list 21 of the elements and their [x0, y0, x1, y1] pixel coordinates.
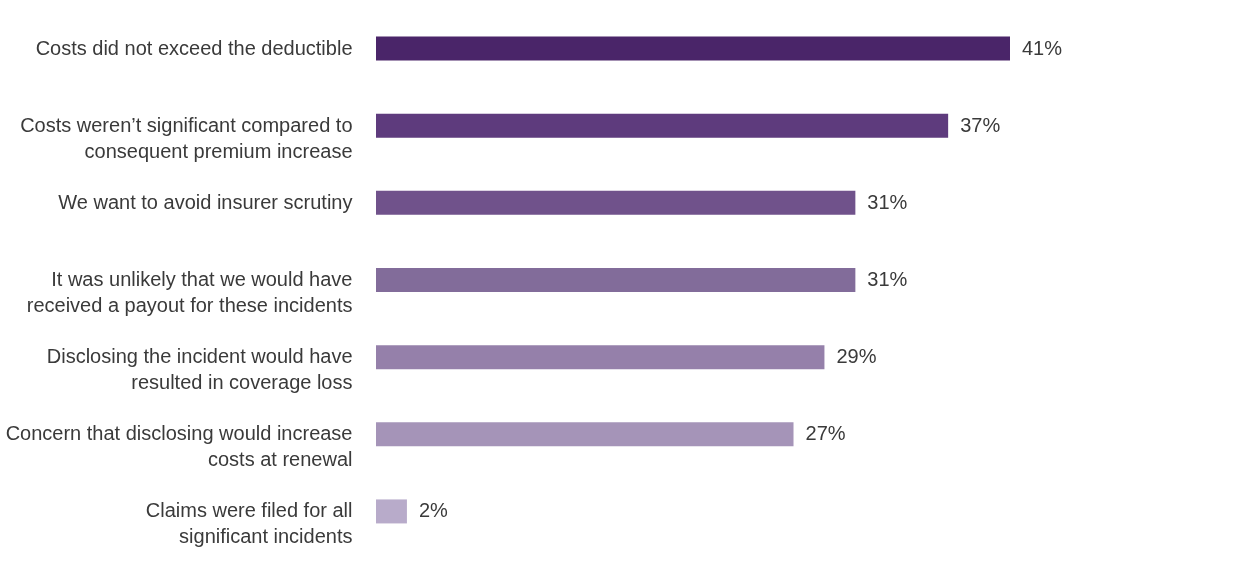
- data-label: 29%: [836, 345, 877, 368]
- y-tick-label: Claims were filed for all significant incidents: [145, 499, 353, 548]
- bar: [376, 36, 1010, 61]
- y-tick-label: We want to avoid insurer scrutiny: [58, 190, 353, 213]
- y-tick-label: Disclosing the incident would have resulted in coverage loss: [46, 345, 353, 394]
- data-label: 31%: [867, 268, 908, 290]
- bar: [376, 422, 794, 447]
- y-tick-label: Costs weren’t significant compared to consequent premium increase: [20, 113, 353, 162]
- y-tick-label: Costs did not exceed the deductible: [35, 36, 353, 59]
- bar: [376, 190, 856, 215]
- data-label: 2%: [418, 499, 449, 522]
- data-label: 37%: [960, 113, 1001, 136]
- bar: [376, 499, 407, 524]
- bar: [376, 113, 949, 138]
- data-label: 41%: [1022, 36, 1063, 59]
- bar: [376, 268, 856, 292]
- y-tick-label: Concern that disclosing would increase costs at renewal: [5, 422, 353, 471]
- y-tick-label: It was unlikely that we would have received a payout for these incidents: [26, 268, 353, 316]
- bar: [376, 345, 825, 370]
- data-label: 31%: [867, 190, 908, 213]
- data-label: 27%: [805, 422, 846, 445]
